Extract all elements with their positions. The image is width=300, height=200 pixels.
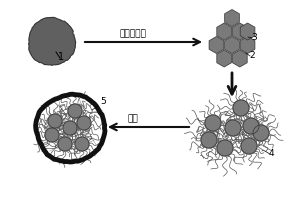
- Circle shape: [58, 137, 72, 151]
- Polygon shape: [217, 23, 232, 40]
- Polygon shape: [217, 50, 232, 67]
- Circle shape: [217, 140, 233, 156]
- Polygon shape: [209, 36, 224, 53]
- Polygon shape: [28, 17, 76, 65]
- Text: 3: 3: [251, 33, 257, 42]
- Polygon shape: [240, 23, 255, 40]
- Text: 砂磨与负载: 砂磨与负载: [120, 29, 147, 38]
- Polygon shape: [240, 36, 255, 53]
- Circle shape: [201, 132, 217, 148]
- Circle shape: [253, 125, 269, 141]
- Text: 5: 5: [100, 97, 106, 106]
- Circle shape: [241, 138, 257, 154]
- Text: 1: 1: [58, 52, 64, 62]
- Circle shape: [77, 116, 91, 130]
- Circle shape: [205, 115, 221, 131]
- Circle shape: [63, 121, 77, 135]
- Circle shape: [68, 104, 82, 118]
- Polygon shape: [232, 50, 247, 67]
- Polygon shape: [225, 36, 239, 53]
- Circle shape: [243, 118, 259, 134]
- Circle shape: [225, 120, 241, 136]
- Text: 2: 2: [249, 51, 255, 60]
- Circle shape: [75, 137, 89, 151]
- Circle shape: [45, 128, 59, 142]
- Circle shape: [48, 114, 62, 128]
- Text: 4: 4: [269, 149, 274, 158]
- Text: 包覆: 包覆: [128, 114, 139, 123]
- Polygon shape: [232, 23, 247, 40]
- Polygon shape: [225, 9, 239, 26]
- Circle shape: [233, 100, 249, 116]
